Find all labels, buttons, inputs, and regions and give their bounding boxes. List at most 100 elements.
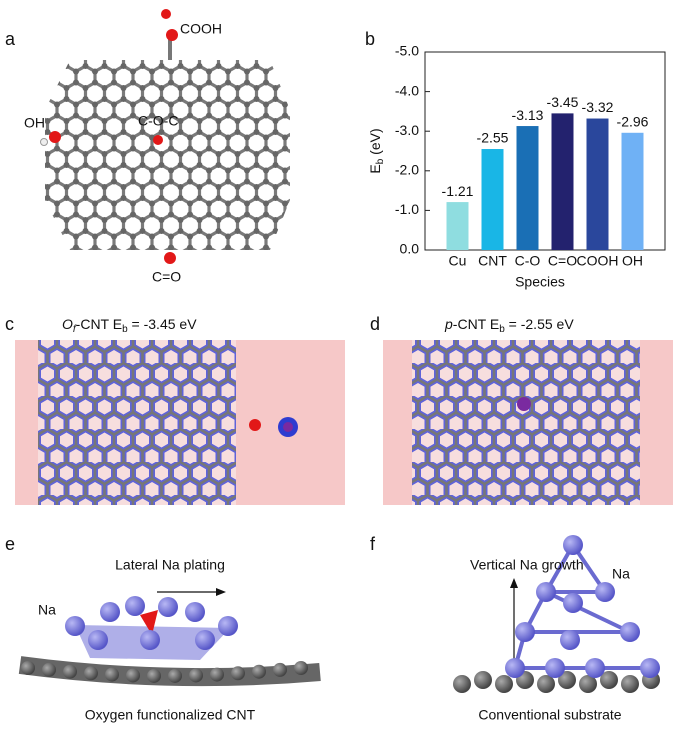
y-tick-label: -5.0 [395,43,419,59]
panel-label: a [5,29,16,49]
panel-title: p-CNT Eb = -2.55 eV [444,316,574,335]
value-label: -2.96 [617,113,649,129]
na-atom [125,596,145,616]
atom-label: Na [38,602,56,618]
panel-a-structure [40,9,290,264]
value-label: -3.13 [512,107,544,123]
carbon-atom [537,675,555,693]
na-atom [515,622,535,642]
x-tick-label: OH [622,253,643,269]
bar [621,132,644,250]
carbon-atom [474,671,492,689]
y-tick-label: -3.0 [395,122,419,138]
carbon-atom [168,668,182,683]
title-part: -CNT E [76,316,122,332]
panel-f-structure [453,535,660,693]
carbon-atom [210,667,224,682]
title-sub: b [122,324,128,335]
annotation: COOH [180,21,222,37]
na-atom [185,602,205,622]
panel-label: f [370,534,376,554]
title-part: = -2.55 eV [505,316,575,332]
panel-label: e [5,534,15,554]
bar [481,149,504,250]
na-atom [545,658,565,678]
na-atom [640,658,660,678]
carbon-atom [147,668,161,683]
plot-frame [424,51,666,251]
title-sub: f [73,324,77,335]
panel-e-structure [18,588,321,687]
y-tick-label: -1.0 [395,201,419,217]
na-atom [620,622,640,642]
carbon-atom [579,675,597,693]
bar [516,126,539,250]
y-label-part: E [367,164,383,173]
carbon-atom [294,661,308,675]
na-atom [563,593,583,613]
value-label: -3.45 [547,94,579,110]
arrow-label: Lateral Na plating [115,557,225,573]
carbon-atom [558,671,576,689]
annotation: C=O [152,269,181,285]
panel-c-map [15,340,345,505]
na-atom [585,658,605,678]
title-part: p [444,316,453,332]
carbon-atom [126,668,140,683]
carbon-atom [231,666,245,681]
na-atom [65,616,85,636]
panel-label: d [370,314,380,334]
caption: Oxygen functionalized CNT [85,707,256,723]
carbon-atom [42,662,56,677]
arrow-label: Vertical Na growth [470,557,584,573]
carbon-atom [600,671,618,689]
carbon-atom [189,668,203,683]
atom-label: Na [612,566,630,582]
carbon-atom [63,664,77,679]
y-label-sub: b [375,158,386,164]
bar [586,118,609,250]
carbon-atom [273,662,287,677]
carbon-atom [21,661,35,675]
value-label: -2.55 [477,130,509,146]
x-tick-label: Cu [449,253,467,269]
carbon-atom [621,675,639,693]
na-atom [158,597,178,617]
bar [551,113,574,250]
panel-label: c [5,314,14,334]
na-atom [100,602,120,622]
panel-d-map [383,340,673,505]
na-atom [140,630,160,650]
title-sub: b [499,324,505,335]
carbon-atom [453,675,471,693]
y-tick-label: 0.0 [400,241,420,257]
title-part: -CNT E [453,316,499,332]
na-atom [505,658,525,678]
carbon-atom [252,664,266,679]
y-tick-label: -4.0 [395,82,419,98]
title-part: = -3.45 eV [128,316,198,332]
annotation: C-O-C [138,113,178,129]
x-axis-label: Species [515,274,565,290]
value-label: -3.32 [582,99,614,115]
na-atom [563,535,583,555]
na-atom [195,630,215,650]
value-label: -1.21 [442,183,474,199]
carbon-atom [105,667,119,682]
caption: Conventional substrate [478,707,621,723]
carbon-atom [495,675,513,693]
na-atom [88,630,108,650]
bar-chart: 0.0 -1.0 -2.0 -3.0 -4.0 -5.0 Cu -1.21 CNT -2.55 C-… [395,43,649,269]
panel-title: Of-CNT Eb = -3.45 eV [62,316,197,335]
na-atom [595,582,615,602]
panel-label: b [365,29,375,49]
x-tick-label: COOH [577,253,619,269]
x-tick-label: C-O [515,253,541,269]
x-tick-label: C=O [548,253,577,269]
y-axis-label: Eb (eV) [367,128,386,173]
na-atom [560,630,580,650]
x-tick-label: CNT [478,253,507,269]
annotation: OH [24,115,45,131]
title-part: O [62,316,73,332]
na-atom [218,616,238,636]
